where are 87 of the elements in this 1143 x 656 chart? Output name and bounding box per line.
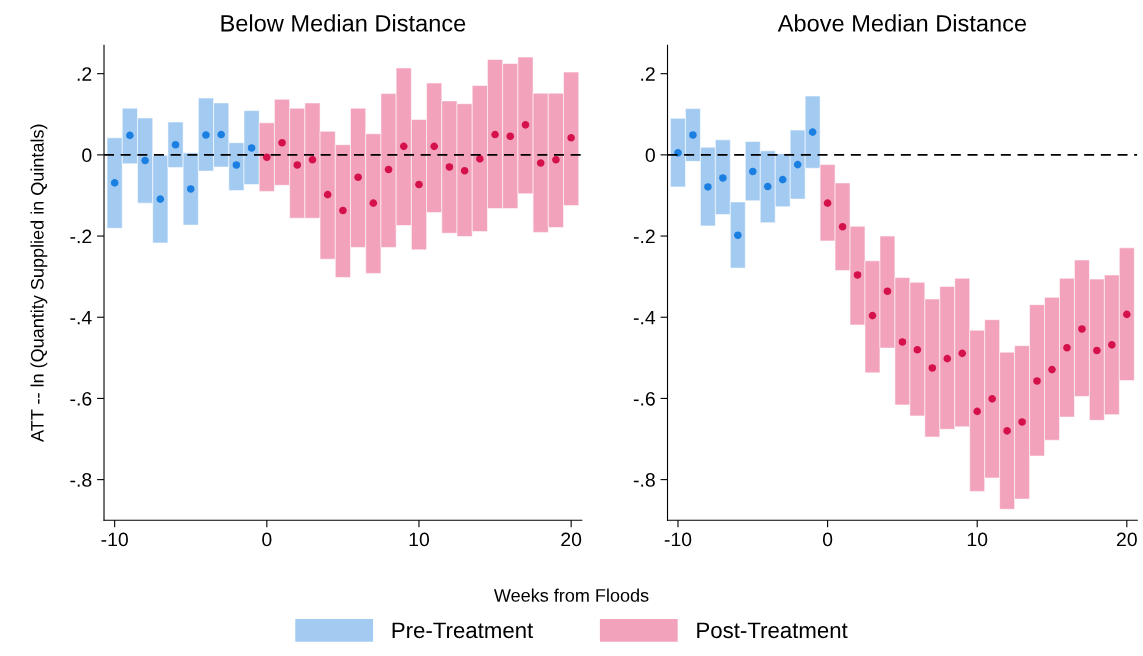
point [247,144,256,152]
y-tick-label: -.4 [633,310,656,325]
point [689,131,697,139]
point [943,354,952,363]
y-tick-label: -.6 [633,391,655,406]
y-tick-label: 0 [645,148,655,163]
point [384,165,393,174]
point [430,142,438,151]
point [1033,377,1041,385]
point [293,161,302,169]
point [1018,418,1026,426]
point [808,128,817,136]
point [1078,325,1086,333]
point [202,131,210,139]
point [460,166,469,175]
point [793,160,802,169]
point [1123,310,1131,319]
x-tick-label: 10 [967,532,988,547]
point [823,199,832,207]
point [913,345,922,354]
point [1108,341,1116,349]
point [973,407,982,416]
legend-label: Pre-Treatment [392,622,534,639]
x-tick-label: 20 [1116,532,1137,547]
point [308,155,317,164]
y-tick-label: -.4 [70,310,92,325]
y-tick-label: .2 [77,67,92,81]
y-tick-label: -.8 [70,473,92,487]
point [898,338,907,346]
point [704,183,712,191]
point [521,121,530,129]
x-tick-label: 0 [822,532,833,547]
point [110,179,119,187]
point [883,287,892,296]
point [928,364,937,372]
point [126,131,134,140]
point [141,156,149,165]
point [476,155,484,163]
point [552,155,560,164]
point [171,140,180,149]
point [415,180,423,189]
point [1003,427,1011,435]
chart-title: Above Median Distance [777,14,1027,32]
y-tick-label: .2 [641,67,655,81]
point [369,199,378,207]
point [506,132,515,140]
point [1048,365,1056,374]
point [763,182,772,191]
x-axis-title: Weeks from Floods [493,588,649,602]
point [719,174,727,182]
point [734,231,742,240]
point [445,163,454,171]
point [567,134,575,142]
x-tick-label: 10 [409,532,430,547]
point [1063,343,1071,352]
point [778,175,787,184]
point [536,159,545,167]
point [853,271,862,279]
y-tick-label: 0 [82,148,92,163]
point [748,167,757,176]
legend-label: Post-Treatment [697,622,848,639]
point [232,161,241,169]
y-axis-title: ATT -- ln (Quantity Supplied in Quintals) [30,124,48,442]
point [156,195,165,203]
y-tick-label: -.2 [70,229,92,244]
y-tick-label: -.8 [633,473,655,487]
x-tick-label: -10 [101,532,128,547]
point [868,311,877,320]
point [278,138,286,147]
point [354,173,362,181]
y-tick-label: -.6 [70,391,92,406]
point [988,395,996,403]
chart-title: Below Median Distance [221,14,466,32]
point [838,222,847,231]
point [186,185,195,193]
point [263,153,271,162]
point [1093,346,1101,355]
y-tick-label: -.2 [633,229,655,244]
x-tick-label: 20 [561,532,582,547]
x-tick-label: 0 [262,532,272,547]
point [399,142,408,151]
point [339,206,347,215]
point [323,190,332,199]
x-tick-label: -10 [664,532,692,547]
point [491,130,499,139]
point [217,130,225,139]
point [958,349,967,358]
